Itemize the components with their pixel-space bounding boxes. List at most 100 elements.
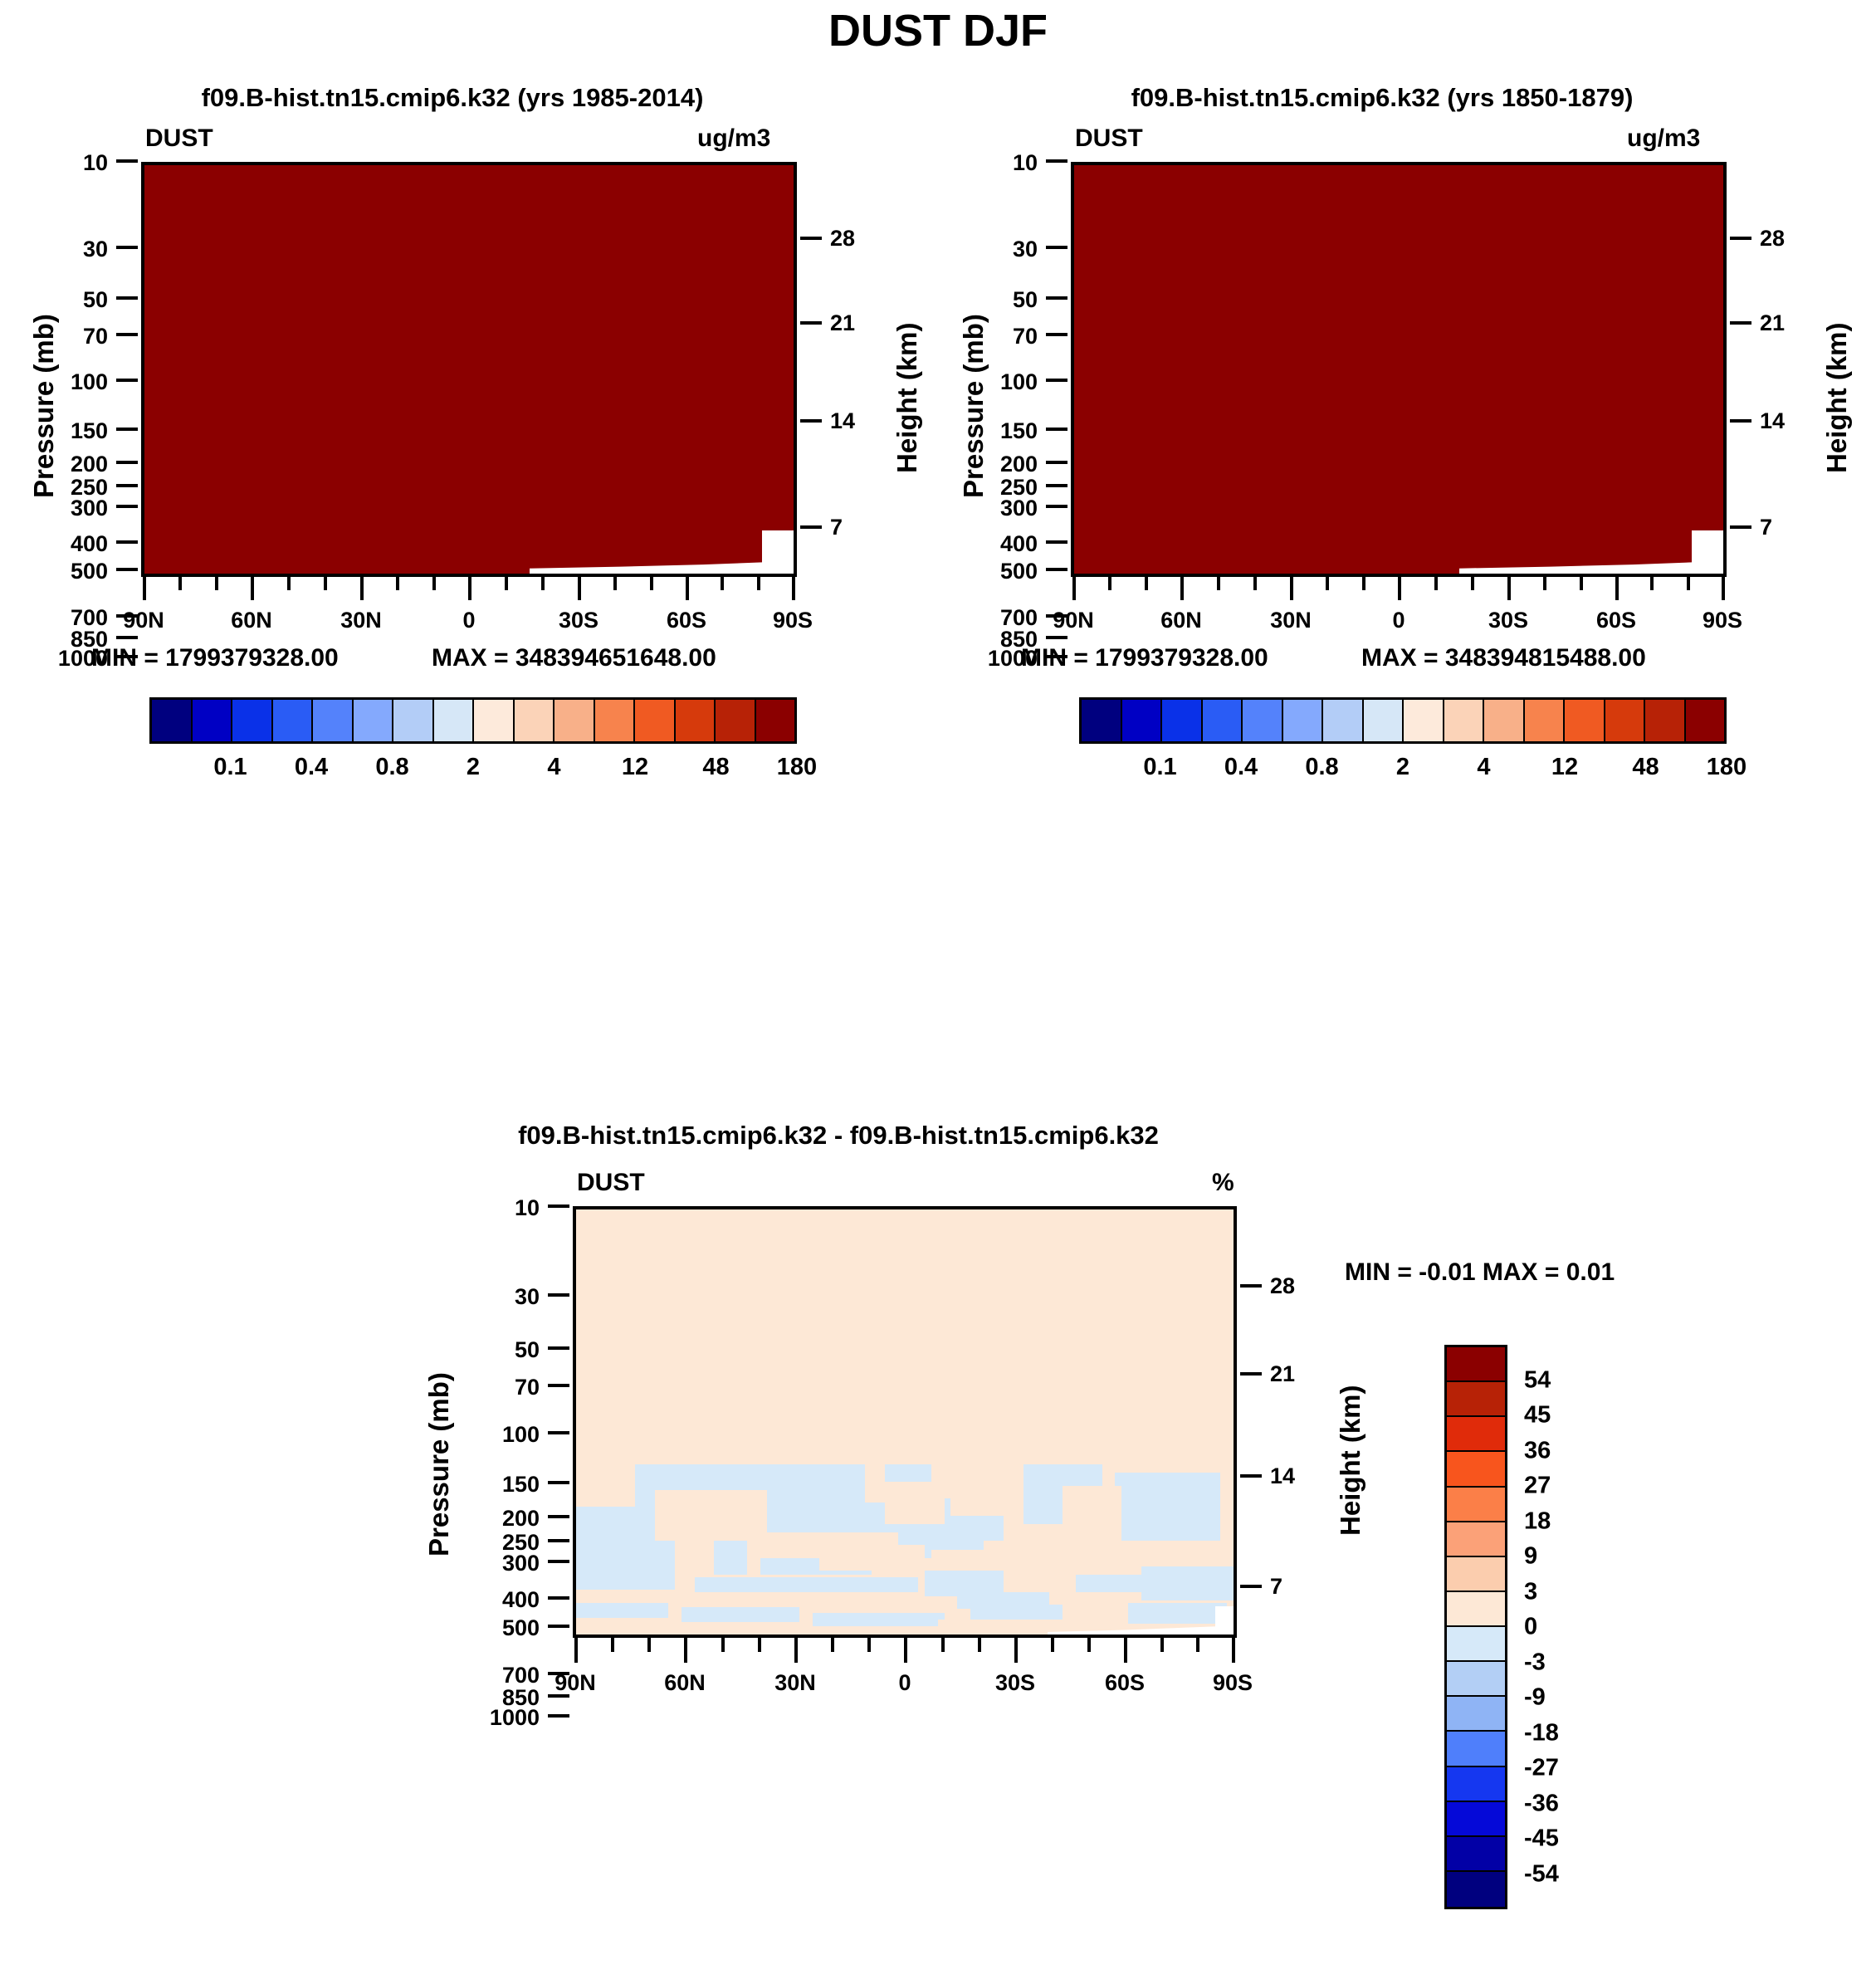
colorbar-segment: [192, 700, 232, 741]
height-tick-label: 7: [1270, 1574, 1283, 1599]
pressure-tick-label: 850: [501, 1685, 540, 1710]
concentration-colorbar: [1079, 697, 1727, 744]
colorbar-tick-label: -18: [1524, 1719, 1559, 1746]
colorbar-segment: [152, 700, 193, 741]
colorbar-tick-label: 2: [466, 754, 481, 780]
colorbar-tick-label: 9: [1524, 1542, 1538, 1570]
colorbar-segment: [1447, 1487, 1505, 1522]
neg-patch: [576, 1600, 668, 1618]
colorbar-tick-label: 180: [776, 754, 818, 780]
neg-patch: [1128, 1602, 1228, 1625]
pressure-tick-label: 30: [514, 1284, 540, 1309]
height-tick-label: 28: [830, 226, 856, 251]
pressure-tick-label: 300: [999, 496, 1038, 520]
lat-tick-label: 60N: [1160, 608, 1202, 633]
colorbar-segment: [1447, 1871, 1505, 1907]
colorbar-segment: [1685, 700, 1724, 741]
neg-patch: [1075, 1575, 1142, 1592]
colorbar-segment: [1363, 700, 1404, 741]
colorbar-segment: [1565, 700, 1605, 741]
pressure-tick-label: 1000: [489, 1705, 540, 1730]
pos-patch: [865, 1464, 886, 1503]
colorbar-segment: [1447, 1382, 1505, 1418]
pressure-tick-label: 250: [501, 1530, 540, 1555]
colorbar-segment: [433, 700, 474, 741]
colorbar-tick-label: 180: [1706, 754, 1747, 780]
lat-tick-label: 30S: [994, 1670, 1036, 1695]
panel-bottom-title: f09.B-hist.tn15.cmip6.k32 - f09.B-hist.t…: [518, 1121, 1159, 1150]
pos-patch: [576, 1590, 688, 1603]
colorbar-segment: [474, 700, 515, 741]
panel-top-right: f09.B-hist.tn15.cmip6.k32 (yrs 1850-1879…: [930, 83, 1852, 1129]
height-tick-label: 14: [1760, 408, 1786, 433]
colorbar-segment: [635, 700, 676, 741]
colorbar-segment: [675, 700, 716, 741]
pressure-tick-label: 70: [1012, 324, 1038, 349]
colorbar-tick-label: 48: [702, 754, 730, 780]
panel-top-right-title: f09.B-hist.tn15.cmip6.k32 (yrs 1850-1879…: [1131, 83, 1634, 112]
panel-top-right-var-label: DUST: [1075, 125, 1143, 152]
lat-tick-label: 90N: [123, 608, 164, 633]
height-axis-title: Height (km): [1821, 322, 1852, 474]
panel-top-right-plot: [1071, 162, 1727, 577]
colorbar-segment: [1447, 1417, 1505, 1453]
lat-tick-label: 60N: [231, 608, 272, 633]
colorbar-tick-label: 0.1: [213, 754, 247, 780]
colorbar-segment: [272, 700, 313, 741]
lat-tick-label: 30N: [340, 608, 382, 633]
lat-tick-label: 90S: [1702, 608, 1743, 633]
neg-patch: [714, 1537, 747, 1576]
colorbar-tick-label: -36: [1524, 1790, 1559, 1816]
colorbar-segment: [1484, 700, 1525, 741]
colorbar-tick-label: -9: [1524, 1683, 1546, 1711]
colorbar-tick-label: 0.1: [1143, 754, 1177, 780]
height-axis-title: Height (km): [1335, 1385, 1365, 1537]
pressure-tick-label: 70: [514, 1375, 540, 1400]
colorbar-segment: [1447, 1591, 1505, 1627]
colorbar-segment: [1082, 700, 1122, 741]
pressure-tick-label: 700: [999, 605, 1038, 630]
panel-top-left-max: MAX = 348394651648.00: [432, 644, 716, 672]
pressure-tick-label: 300: [70, 496, 108, 520]
pos-patch: [950, 1464, 1023, 1516]
panel-top-right-min: MIN = 1799379328.00: [1021, 644, 1268, 672]
colorbar-tick-label: -54: [1524, 1860, 1559, 1887]
pressure-tick-label: 100: [70, 369, 108, 394]
pos-patch: [655, 1489, 767, 1542]
colorbar-tick-label: -45: [1524, 1825, 1559, 1852]
pressure-tick-label: 150: [999, 418, 1038, 443]
lat-tick-label: 90N: [554, 1670, 596, 1695]
height-tick-label: 14: [1270, 1463, 1296, 1488]
lat-tick-label: 90S: [1212, 1670, 1253, 1695]
pressure-tick-label: 100: [501, 1422, 540, 1447]
pressure-tick-label: 50: [82, 287, 108, 312]
colorbar-segment: [1447, 1556, 1505, 1592]
colorbar-segment: [1447, 1522, 1505, 1557]
pos-patch: [885, 1481, 945, 1524]
colorbar-tick-label: 48: [1632, 754, 1659, 780]
height-tick-label: 21: [1270, 1361, 1296, 1386]
colorbar-segment: [1524, 700, 1565, 741]
colorbar-segment: [1645, 700, 1686, 741]
colorbar-segment: [1605, 700, 1645, 741]
difference-field-fill: [576, 1209, 1234, 1635]
panel-bottom-var-label: DUST: [577, 1169, 645, 1196]
pressure-tick-label: 150: [70, 418, 108, 443]
colorbar-segment: [1447, 1627, 1505, 1663]
pressure-tick-label: 700: [501, 1663, 540, 1688]
concentration-colorbar: [149, 697, 797, 744]
colorbar-tick-label: 0.8: [375, 754, 409, 780]
pressure-tick-label: 500: [501, 1615, 540, 1640]
colorbar-segment: [716, 700, 756, 741]
pos-patch: [819, 1545, 925, 1571]
colorbar-tick-label: -3: [1524, 1649, 1546, 1675]
pressure-tick-label: 700: [70, 605, 108, 630]
colorbar-tick-label: 2: [1395, 754, 1410, 780]
lat-tick-label: 30S: [558, 608, 599, 633]
below-surface-mask-strip: [1048, 1626, 1222, 1635]
neg-patch: [694, 1576, 918, 1592]
colorbar-tick-label: 12: [1551, 754, 1579, 780]
panel-bottom-difference: f09.B-hist.tn15.cmip6.k32 - f09.B-hist.t…: [365, 1121, 1776, 1979]
colorbar-tick-label: 27: [1524, 1472, 1551, 1499]
panel-bottom-plot: [573, 1206, 1237, 1638]
